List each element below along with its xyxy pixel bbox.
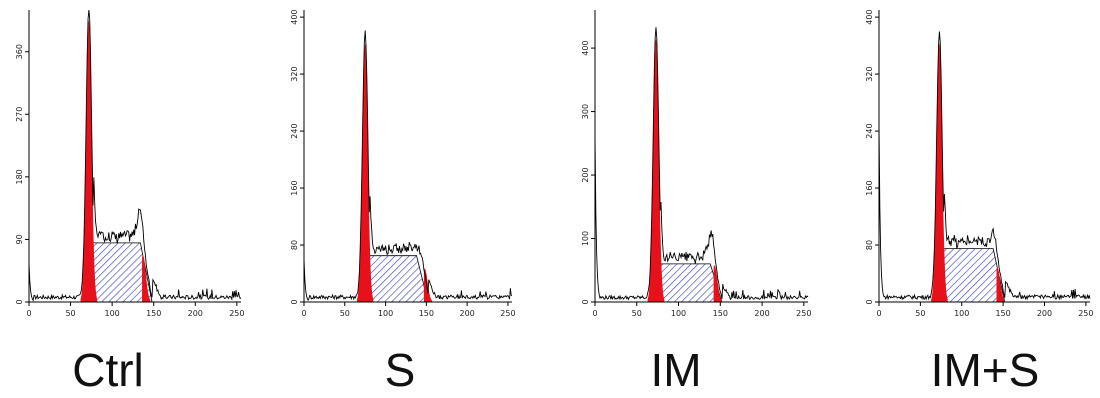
x-tick-label: 150 [713,309,728,318]
g1-peak [80,20,98,303]
x-tick-label: 0 [592,309,597,318]
y-tick-label: 160 [290,180,299,195]
y-tick-label: 320 [290,66,299,81]
x-tick-label: 100 [954,309,969,318]
y-tick-label: 300 [581,104,590,119]
y-tick-label: 400 [290,9,299,24]
y-tick-label: 240 [290,123,299,138]
y-tick-label: 320 [865,66,874,81]
x-tick-label: 50 [340,309,350,318]
x-tick-label: 250 [796,309,811,318]
panel-label-im-s: IM+S [931,344,1040,396]
s-phase-area [359,255,429,303]
y-tick-label: 400 [865,9,874,24]
s-phase-area [83,242,153,303]
panel-label-ctrl: Ctrl [72,344,144,396]
y-tick-label: 400 [581,40,590,55]
histogram-trace [28,9,242,302]
panel-label-s: S [385,344,416,396]
x-tick-label: 250 [1078,309,1093,318]
panel-im-s: 0 50 100 150 200 250 0 80 160 240 320 400 [865,9,1094,318]
y-tick-label: 200 [581,167,590,182]
panel-im: 0 50 100 150 200 250 0 100 200 300 400 [581,10,811,318]
g2-peak [423,268,433,302]
x-tick-label: 200 [459,309,474,318]
y-tick-label: 80 [865,240,874,250]
x-tick-label: 100 [378,309,393,318]
x-tick-label: 200 [1037,309,1052,318]
x-tick-label: 50 [915,309,925,318]
g2-peak [713,265,722,302]
y-tick-label: 270 [15,107,24,122]
s-phase-area [649,263,723,303]
panel-s: 0 50 100 150 200 250 0 80 160 240 320 400 [290,9,516,318]
histogram-trace [878,31,1091,301]
x-tick-label: 200 [188,309,203,318]
y-tick-label: 90 [15,234,24,244]
panel-ctrl: 0 50 100 150 200 250 0 90 180 270 360 [15,9,244,318]
y-tick-label: 240 [865,123,874,138]
y-tick-label: 160 [865,180,874,195]
x-tick-label: 150 [419,309,434,318]
g1-peak [931,42,948,302]
s-phase-area [934,248,1006,303]
x-tick-label: 0 [26,309,31,318]
g1-peak [357,44,374,302]
y-tick-label: 80 [290,240,299,250]
x-tick-label: 150 [146,309,161,318]
g2-peak [142,255,151,302]
x-tick-label: 150 [995,309,1010,318]
x-tick-label: 0 [301,309,306,318]
x-tick-label: 50 [65,309,75,318]
y-tick-label: 0 [15,299,24,304]
y-tick-label: 0 [290,299,299,304]
x-tick-label: 50 [632,309,642,318]
x-tick-label: 250 [500,309,515,318]
x-tick-label: 200 [754,309,769,318]
x-tick-label: 100 [671,309,686,318]
g2-peak [996,267,1005,302]
x-tick-label: 0 [876,309,881,318]
histogram-trace [303,30,513,302]
y-tick-label: 0 [581,299,590,304]
y-tick-label: 360 [15,44,24,59]
y-tick-label: 180 [15,169,24,184]
g1-peak [647,39,665,302]
x-tick-label: 100 [104,309,119,318]
y-tick-label: 100 [581,231,590,246]
x-tick-label: 250 [229,309,244,318]
histogram-trace [594,27,809,301]
y-tick-label: 0 [865,299,874,304]
panel-label-im: IM [650,344,701,396]
